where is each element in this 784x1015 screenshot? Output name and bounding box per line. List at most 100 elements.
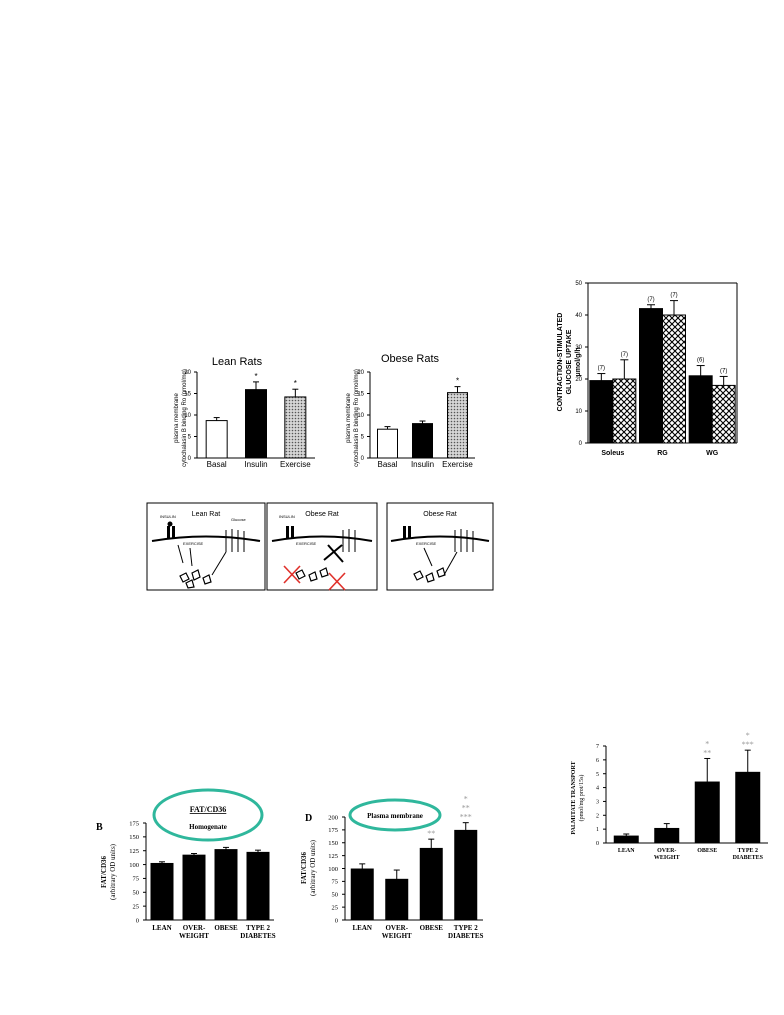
significance-marker: **	[427, 829, 435, 838]
bar	[735, 771, 761, 844]
significance-marker: *	[746, 731, 750, 740]
bar	[412, 423, 433, 459]
diagram-panel-obese-exercise: Obese Rat EXERCISE	[386, 502, 494, 591]
bar	[654, 827, 680, 844]
diagram-title: Lean Rat	[192, 511, 220, 518]
chart-title: Lean Rats	[212, 356, 263, 368]
cell-membrane	[390, 535, 490, 542]
y-axis-label-line-1: FAT/CD36	[100, 855, 108, 888]
bar	[454, 829, 478, 921]
y-tick-label: 40	[575, 313, 582, 319]
callout-title: FAT/CD36	[190, 805, 227, 814]
bar	[613, 835, 639, 844]
callout-ring	[348, 798, 442, 832]
y-tick-label: 0	[335, 917, 338, 924]
x-tick-label: Exercise	[280, 460, 311, 469]
y-tick-label: 15	[184, 392, 191, 398]
y-tick-label: 75	[332, 879, 339, 886]
bar	[447, 392, 468, 459]
y-axis-label-line-1: plasma membrane	[346, 392, 352, 442]
y-tick-label: 75	[133, 876, 140, 883]
y-axis-label-line-2: cytochalasin B binding Ro (pmol/mg)	[354, 369, 360, 467]
diagram-panel-obese-insulin: Obese Rat INSULIN EXERCISE	[266, 502, 378, 591]
bar	[150, 862, 174, 921]
y-tick-label: 3	[596, 800, 599, 806]
x-tick-label: LEAN	[152, 924, 171, 932]
diagram-title: Obese Rat	[305, 511, 339, 518]
sample-size-label: (7)	[647, 297, 654, 303]
y-tick-label: 5	[361, 435, 365, 441]
bar	[662, 314, 686, 444]
x-tick-label: WG	[706, 450, 719, 457]
y-tick-label: 175	[328, 827, 338, 834]
x-tick-label: LEAN	[618, 848, 635, 854]
x-tick-label: OVER-	[183, 924, 206, 932]
bar	[385, 878, 409, 921]
x-tick-label: WEIGHT	[179, 932, 209, 940]
y-tick-label: 1	[596, 827, 599, 833]
fat-cd36-plasma-membrane-chart: D Plasma membrane FAT/CD36 (arbitrary OD…	[300, 795, 484, 940]
bar	[182, 854, 206, 921]
insulin-label: INSULIN	[160, 514, 176, 519]
panel-label: B	[96, 822, 103, 833]
x-tick-label: WEIGHT	[382, 932, 412, 940]
y-tick-label: 25	[332, 904, 339, 911]
y-axis-label-line-1: CONTRACTION-STIMULATED	[557, 313, 564, 412]
y-tick-label: 5	[188, 435, 192, 441]
glut4-vesicles-icon	[413, 567, 446, 583]
x-tick-label: Basal	[377, 460, 397, 469]
diagram-title: Obese Rat	[423, 511, 457, 518]
bar	[639, 308, 663, 444]
glucose-transport-diagram: Lean Rat INSULIN EXERCISE Glucose Obese …	[146, 502, 494, 591]
y-tick-label: 20	[184, 370, 191, 376]
x-tick-label: TYPE 2	[737, 848, 758, 854]
y-axis-label-line-2: (pmol/mg prot/15s)	[578, 775, 585, 822]
y-tick-label: 0	[188, 456, 192, 462]
x-tick-label: OVER-	[657, 848, 676, 854]
x-tick-label: OVER-	[385, 924, 408, 932]
blocked-translocation-icon	[323, 544, 344, 563]
translocation-arrows-icon	[423, 547, 458, 576]
x-tick-label: Soleus	[601, 450, 624, 457]
x-tick-label: OBESE	[697, 848, 717, 854]
receptor-icon	[286, 526, 294, 538]
significance-marker: *	[464, 795, 468, 804]
y-tick-label: 125	[129, 848, 139, 855]
diagram-panel-lean: Lean Rat INSULIN EXERCISE Glucose	[146, 502, 266, 591]
y-axis-label: CONTRACTION-STIMULATED GLUCOSE UPTAKE μm…	[557, 313, 582, 412]
receptor-icon	[167, 521, 175, 538]
y-tick-label: 0	[361, 456, 365, 462]
y-tick-label: 10	[575, 409, 582, 415]
significance-marker: ***	[460, 813, 472, 822]
y-tick-label: 30	[575, 345, 582, 351]
glut4-vesicles-icon	[295, 567, 329, 582]
y-tick-label: 10	[184, 413, 191, 419]
transporter-icon	[225, 529, 245, 552]
y-tick-label: 10	[357, 413, 364, 419]
y-tick-label: 50	[575, 281, 582, 287]
y-tick-label: 100	[328, 866, 338, 873]
palmitate-transport-chart: PALMITATE TRANSPORT (pmol/mg prot/15s) 0…	[571, 731, 768, 861]
y-axis-label: plasma membrane cytochalasin B binding R…	[174, 369, 188, 467]
bar	[246, 851, 270, 921]
y-axis-label-line-3: μmol/g/h	[575, 347, 582, 376]
sample-size-label: (7)	[670, 293, 677, 299]
y-axis-label: PALMITATE TRANSPORT (pmol/mg prot/15s)	[571, 761, 585, 834]
sample-size-label: (7)	[720, 368, 727, 374]
transporter-icon	[342, 529, 356, 552]
contraction-glucose-uptake-chart: CONTRACTION-STIMULATED GLUCOSE UPTAKE μm…	[557, 281, 738, 457]
y-tick-label: 100	[129, 862, 139, 869]
significance-marker: **	[703, 748, 711, 757]
transporter-icon	[454, 529, 474, 552]
panel-label: D	[305, 813, 312, 824]
bar	[350, 868, 374, 921]
x-tick-label: Exercise	[442, 460, 473, 469]
y-tick-label: 6	[596, 758, 599, 764]
y-tick-label: 175	[129, 820, 139, 827]
exercise-label: EXERCISE	[183, 541, 204, 546]
y-axis-label: FAT/CD36 (arbitrary OD units)	[300, 839, 317, 896]
x-tick-label: DIABETES	[448, 932, 484, 940]
y-tick-label: 200	[328, 814, 338, 821]
y-tick-label: 2	[596, 813, 599, 819]
